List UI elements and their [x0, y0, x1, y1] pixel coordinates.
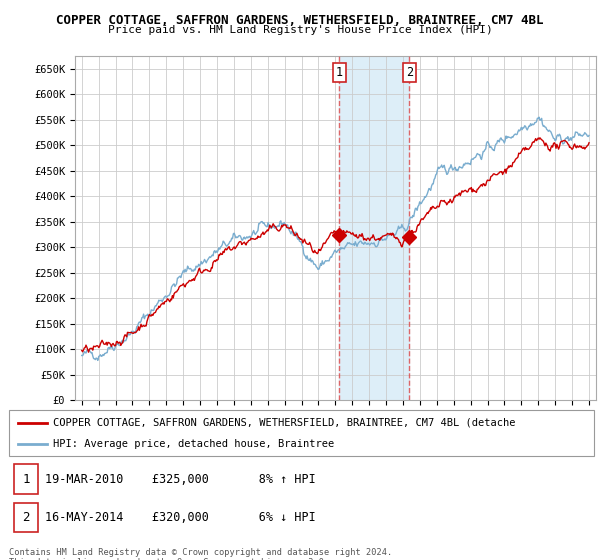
Text: 2: 2: [406, 66, 413, 80]
Text: COPPER COTTAGE, SAFFRON GARDENS, WETHERSFIELD, BRAINTREE, CM7 4BL: COPPER COTTAGE, SAFFRON GARDENS, WETHERS…: [56, 14, 544, 27]
Text: 2: 2: [22, 511, 30, 524]
Text: COPPER COTTAGE, SAFFRON GARDENS, WETHERSFIELD, BRAINTREE, CM7 4BL (detache: COPPER COTTAGE, SAFFRON GARDENS, WETHERS…: [53, 418, 515, 428]
Bar: [14, 464, 38, 494]
Bar: [339, 56, 409, 400]
Text: Contains HM Land Registry data © Crown copyright and database right 2024.
This d: Contains HM Land Registry data © Crown c…: [9, 548, 392, 560]
Bar: [14, 503, 38, 532]
Text: Price paid vs. HM Land Registry's House Price Index (HPI): Price paid vs. HM Land Registry's House …: [107, 25, 493, 35]
Text: 19-MAR-2010    £325,000       8% ↑ HPI: 19-MAR-2010 £325,000 8% ↑ HPI: [45, 473, 316, 486]
Text: 16-MAY-2014    £320,000       6% ↓ HPI: 16-MAY-2014 £320,000 6% ↓ HPI: [45, 511, 316, 524]
Text: HPI: Average price, detached house, Braintree: HPI: Average price, detached house, Brai…: [53, 439, 334, 449]
Text: 1: 1: [22, 473, 30, 486]
Text: 1: 1: [335, 66, 343, 80]
